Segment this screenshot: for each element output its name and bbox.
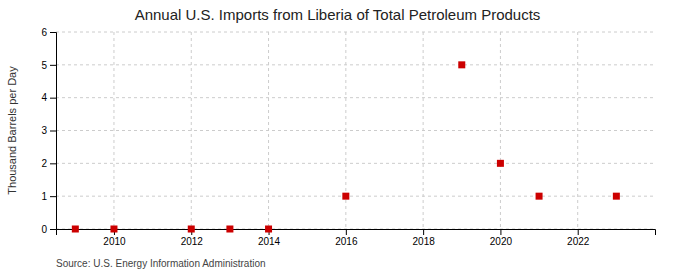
y-tick-mark (50, 65, 56, 66)
square-marker (72, 226, 79, 233)
grid (56, 32, 655, 229)
x-tick: 2022 (567, 229, 590, 247)
points (72, 61, 620, 232)
x-axis: 2010 2012 2014 2016 2018 2020 2022 (57, 229, 656, 247)
square-marker (342, 193, 349, 200)
x-tick-label: 2022 (567, 236, 590, 247)
y-tick-mark (50, 196, 56, 197)
y-tick-mark (50, 229, 56, 230)
x-tick: 2020 (490, 229, 513, 247)
chart-svg: 2010 2012 2014 2016 2018 2020 2022 0 1 2 3 4 5 6 Annua… (0, 0, 675, 275)
y-axis-line (50, 33, 57, 230)
y-tick: 2 (41, 158, 56, 169)
y-tick-label: 0 (41, 224, 47, 235)
y-tick-mark (50, 131, 56, 132)
grid-line-y (56, 32, 655, 33)
square-marker (613, 193, 620, 200)
y-tick: 5 (41, 60, 56, 71)
y-tick: 4 (41, 92, 56, 103)
square-marker (110, 226, 117, 233)
y-tick: 0 (41, 224, 56, 235)
y-tick: 3 (41, 125, 56, 136)
grid-line-y (56, 64, 655, 65)
y-tick-label: 2 (41, 158, 47, 169)
square-marker (265, 226, 272, 233)
y-tick-mark (50, 98, 56, 99)
grid-line-y (56, 130, 655, 131)
chart-container: 2010 2012 2014 2016 2018 2020 2022 0 1 2 3 4 5 6 Annua… (0, 0, 675, 275)
square-marker (226, 226, 233, 233)
x-axis-line (57, 230, 656, 236)
x-tick-label: 2018 (413, 236, 436, 247)
grid-line-x (113, 32, 114, 229)
grid-line-y (56, 163, 655, 164)
y-tick-mark (50, 163, 56, 164)
x-tick-label: 2014 (258, 236, 281, 247)
x-tick-label: 2012 (181, 236, 204, 247)
x-tick: 2018 (413, 229, 436, 247)
grid-line-y (56, 196, 655, 197)
chart-title: Annual U.S. Imports from Liberia of Tota… (135, 6, 541, 23)
grid-line-y (56, 97, 655, 98)
x-tick-label: 2010 (103, 236, 126, 247)
y-tick: 6 (41, 27, 56, 38)
y-tick: 1 (41, 191, 56, 202)
x-tick-mark (578, 229, 579, 235)
x-tick-mark (423, 229, 424, 235)
square-marker (458, 61, 465, 68)
y-tick-label: 4 (41, 92, 47, 103)
y-tick-label: 6 (41, 27, 47, 38)
y-axis: 0 1 2 3 4 5 6 (41, 27, 56, 235)
y-axis-title: Thousand Barrels per Day (6, 66, 18, 195)
plot-area: 2010 2012 2014 2016 2018 2020 2022 0 1 2 3 4 5 6 (41, 27, 655, 247)
square-marker (497, 160, 504, 167)
x-tick-mark (346, 229, 347, 235)
x-tick-mark (500, 229, 501, 235)
x-tick-label: 2016 (335, 236, 358, 247)
square-marker (188, 226, 195, 233)
x-tick: 2016 (335, 229, 358, 247)
source-note: Source: U.S. Energy Information Administ… (56, 258, 266, 269)
y-tick-label: 5 (41, 60, 47, 71)
square-marker (536, 193, 543, 200)
y-tick-label: 3 (41, 125, 47, 136)
y-tick-mark (50, 32, 56, 33)
x-tick-label: 2020 (490, 236, 513, 247)
y-tick-label: 1 (41, 191, 47, 202)
